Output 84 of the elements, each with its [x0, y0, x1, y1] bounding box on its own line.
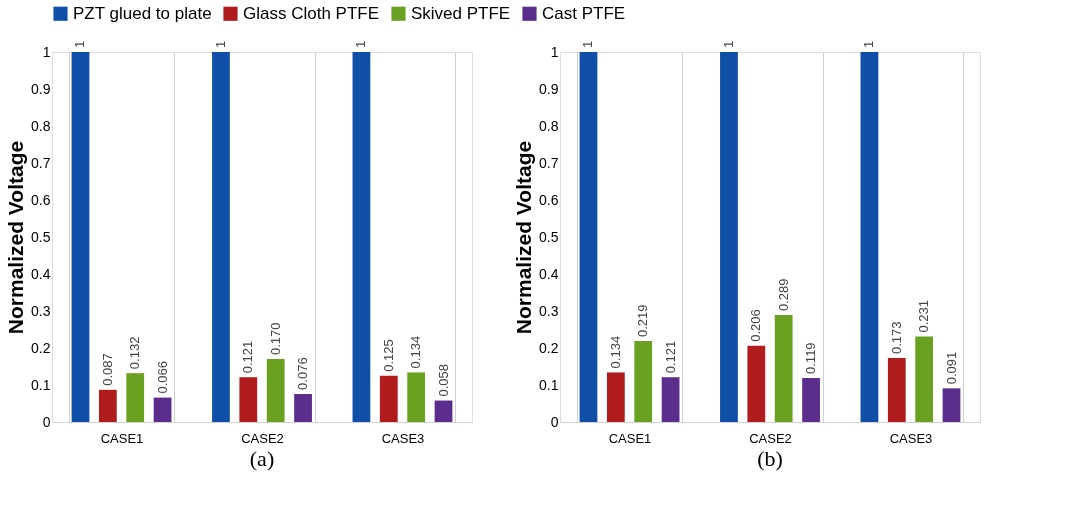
data-label: 0.231 [916, 299, 932, 333]
y-tick-label: 0.3 [539, 302, 559, 319]
y-tick-label: 0.7 [31, 154, 51, 171]
bar [720, 52, 738, 422]
y-tick-label: 0.7 [539, 154, 559, 171]
data-label: 0.134 [607, 335, 623, 369]
y-tick-label: 0.4 [539, 265, 559, 282]
bar [887, 357, 906, 422]
bar [661, 377, 680, 422]
bar [774, 315, 793, 422]
bar [379, 375, 398, 422]
bar [212, 52, 230, 422]
data-label: 1 [580, 40, 596, 48]
data-label: 0.170 [267, 322, 283, 356]
bar [407, 372, 426, 422]
y-tick-label: 0.3 [31, 302, 51, 319]
data-label: 0.173 [888, 321, 904, 354]
y-axis-title: Normalized Voltage [4, 140, 28, 335]
bar [915, 336, 934, 422]
y-tick-label: 0.6 [539, 191, 559, 208]
y-tick-label: 0.1 [539, 376, 559, 393]
bar [606, 372, 625, 422]
y-tick-label: 0.9 [539, 80, 559, 97]
x-tick-label: CASE2 [241, 430, 284, 446]
x-tick-label: CASE1 [100, 430, 144, 446]
y-axis-title: Normalized Voltage [512, 140, 536, 335]
x-tick-label: CASE1 [608, 430, 652, 446]
data-label: 1 [72, 40, 88, 48]
data-label: 0.066 [154, 361, 170, 394]
data-label: 1 [212, 40, 228, 48]
data-label: 1 [720, 40, 736, 48]
y-tick-label: 0 [550, 413, 559, 430]
legend-label: PZT glued to plate [73, 3, 212, 23]
bar [942, 388, 961, 422]
data-label: 0.219 [635, 304, 651, 337]
text: (a) [249, 446, 275, 471]
legend-label: Skived PTFE [411, 3, 511, 23]
bar [153, 397, 172, 422]
y-tick-label: 0 [42, 413, 51, 430]
bar [71, 52, 90, 422]
y-tick-label: 0.2 [31, 339, 51, 356]
bar [126, 373, 145, 422]
data-label: 0.087 [99, 353, 115, 386]
y-tick-label: 0.1 [31, 376, 51, 393]
data-label: 0.121 [662, 340, 678, 374]
bar [860, 52, 879, 422]
y-tick-label: 1 [550, 43, 559, 60]
y-tick-label: 0.5 [539, 228, 559, 245]
bar [747, 345, 766, 422]
data-label: 1 [861, 40, 877, 48]
y-tick-label: 0.5 [31, 228, 51, 245]
data-label: 0.121 [240, 340, 256, 374]
data-label: 0.289 [775, 278, 791, 312]
bar [294, 393, 312, 422]
bar [579, 52, 598, 422]
x-tick-label: CASE3 [381, 430, 425, 446]
data-label: 0.119 [803, 342, 819, 374]
y-tick-label: 0.9 [31, 80, 51, 97]
bar [634, 340, 653, 422]
data-label: 0.091 [943, 351, 959, 385]
x-tick-label: CASE3 [889, 430, 933, 446]
data-label: 0.076 [295, 357, 311, 390]
bar [98, 389, 117, 422]
bar [239, 377, 258, 422]
legend-label: Cast PTFE [542, 3, 626, 23]
data-label: 0.058 [435, 363, 451, 397]
bar [434, 400, 453, 422]
bar [266, 359, 285, 422]
data-label: 0.132 [127, 336, 143, 370]
y-tick-label: 1 [42, 43, 51, 60]
bar [352, 52, 371, 422]
data-label: 1 [353, 40, 369, 48]
legend-label: Glass Cloth PTFE [243, 3, 380, 23]
y-tick-label: 0.8 [539, 117, 559, 134]
data-label: 0.206 [748, 309, 764, 342]
data-label: 0.125 [380, 339, 396, 372]
x-tick-label: CASE2 [749, 430, 792, 446]
y-tick-label: 0.2 [539, 339, 559, 356]
data-label: 0.134 [408, 335, 424, 369]
y-tick-label: 0.8 [31, 117, 51, 134]
y-tick-label: 0.4 [31, 265, 51, 282]
text: (b) [757, 446, 783, 471]
bar [802, 377, 820, 422]
y-tick-label: 0.6 [31, 191, 51, 208]
